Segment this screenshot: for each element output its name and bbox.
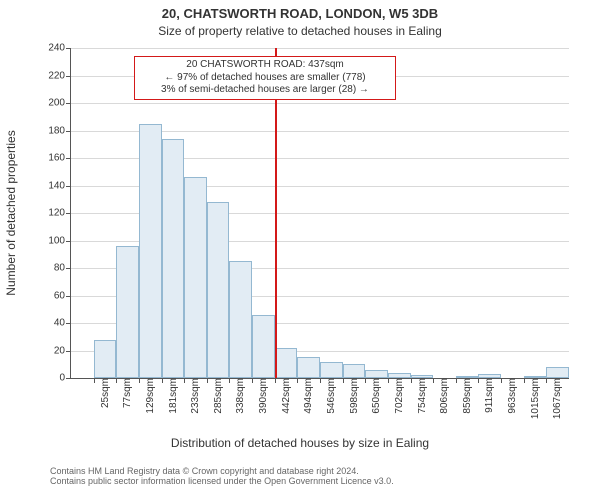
histogram-bar [139, 124, 162, 378]
x-tick [411, 378, 412, 383]
x-tick [388, 378, 389, 383]
x-tick [433, 378, 434, 383]
x-tick [456, 378, 457, 383]
histogram-bar [252, 315, 275, 378]
chart-subtitle: Size of property relative to detached ho… [0, 24, 600, 38]
x-tick [116, 378, 117, 383]
histogram-bar [162, 139, 185, 378]
y-tick-label: 180 [48, 125, 71, 136]
gridline [71, 48, 569, 49]
y-tick-label: 0 [59, 373, 71, 384]
histogram-bar [320, 362, 343, 379]
gridline [71, 103, 569, 104]
x-tick-label: 181sqm [166, 378, 179, 422]
annotation-line-2: ← 97% of detached houses are smaller (77… [139, 72, 391, 85]
histogram-bar [297, 357, 320, 378]
y-tick-label: 100 [48, 235, 71, 246]
histogram-bar [275, 348, 298, 378]
y-tick-label: 80 [54, 263, 71, 274]
y-tick-label: 40 [54, 318, 71, 329]
x-tick-label: 1015sqm [528, 378, 541, 422]
x-tick-label: 442sqm [279, 378, 292, 422]
annotation-box: 20 CHATSWORTH ROAD: 437sqm ← 97% of deta… [134, 56, 396, 100]
x-axis-label: Distribution of detached houses by size … [0, 436, 600, 450]
x-tick-label: 1067sqm [550, 378, 563, 422]
x-tick-label: 390sqm [256, 378, 269, 422]
histogram-bar [94, 340, 117, 379]
x-tick-label: 806sqm [437, 378, 450, 422]
x-tick-label: 129sqm [143, 378, 156, 422]
annotation-line-3: 3% of semi-detached houses are larger (2… [139, 84, 391, 97]
histogram-bar [184, 177, 207, 378]
x-tick [365, 378, 366, 383]
chart-title: 20, CHATSWORTH ROAD, LONDON, W5 3DB [0, 6, 600, 21]
y-tick-label: 20 [54, 345, 71, 356]
x-tick-label: 25sqm [98, 378, 111, 422]
x-tick-label: 911sqm [482, 378, 495, 422]
x-tick-label: 859sqm [460, 378, 473, 422]
x-tick [162, 378, 163, 383]
y-tick-label: 140 [48, 180, 71, 191]
x-tick [252, 378, 253, 383]
x-tick-label: 233sqm [188, 378, 201, 422]
x-tick-label: 338sqm [233, 378, 246, 422]
annotation-line-1: 20 CHATSWORTH ROAD: 437sqm [139, 59, 391, 72]
histogram-bar [546, 367, 569, 378]
footer-line-2: Contains public sector information licen… [50, 476, 394, 486]
x-tick-label: 754sqm [415, 378, 428, 422]
y-tick-label: 220 [48, 70, 71, 81]
y-tick-label: 60 [54, 290, 71, 301]
histogram-bar [365, 370, 388, 378]
footer-attribution: Contains HM Land Registry data © Crown c… [50, 466, 394, 486]
y-tick-label: 240 [48, 43, 71, 54]
x-tick-label: 285sqm [211, 378, 224, 422]
x-tick-label: 494sqm [301, 378, 314, 422]
footer-line-1: Contains HM Land Registry data © Crown c… [50, 466, 394, 476]
x-tick-label: 963sqm [505, 378, 518, 422]
x-tick [524, 378, 525, 383]
x-tick [501, 378, 502, 383]
x-tick-label: 546sqm [324, 378, 337, 422]
x-tick [94, 378, 95, 383]
x-tick [184, 378, 185, 383]
x-tick-label: 702sqm [392, 378, 405, 422]
x-tick [139, 378, 140, 383]
x-tick-label: 77sqm [120, 378, 133, 422]
x-tick [320, 378, 321, 383]
x-tick [546, 378, 547, 383]
histogram-bar [207, 202, 230, 378]
x-tick-label: 650sqm [369, 378, 382, 422]
histogram-bar [116, 246, 139, 378]
x-tick [297, 378, 298, 383]
y-tick-label: 120 [48, 208, 71, 219]
y-tick-label: 200 [48, 98, 71, 109]
x-tick [343, 378, 344, 383]
chart-container: { "title": { "line1": "20, CHATSWORTH RO… [0, 0, 600, 500]
y-axis-label: Number of detached properties [4, 130, 18, 295]
x-tick-label: 598sqm [347, 378, 360, 422]
histogram-bar [343, 364, 366, 378]
x-tick [478, 378, 479, 383]
y-tick-label: 160 [48, 153, 71, 164]
histogram-bar [229, 261, 252, 378]
x-tick [207, 378, 208, 383]
x-tick [275, 378, 276, 383]
x-tick [229, 378, 230, 383]
